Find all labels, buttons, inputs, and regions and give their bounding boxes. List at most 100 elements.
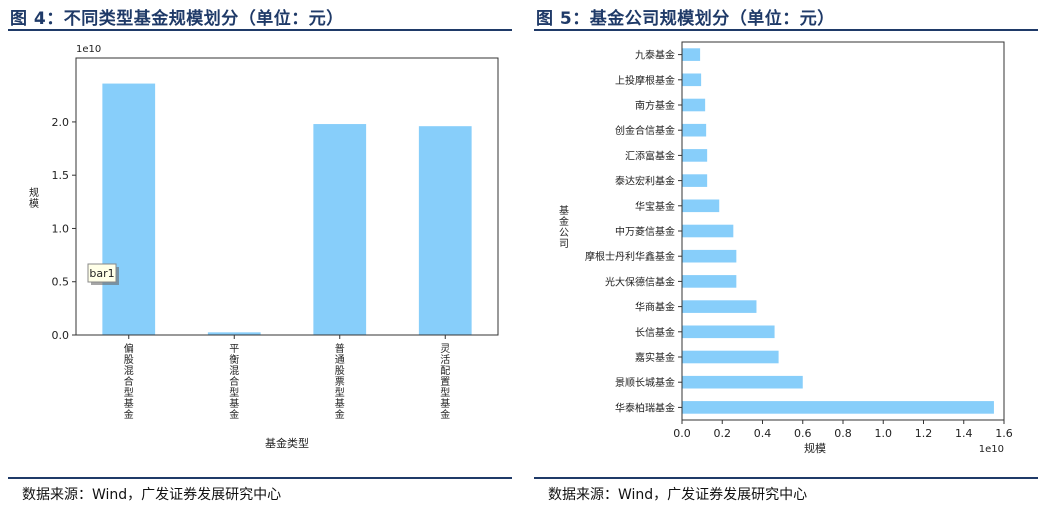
bar (682, 224, 734, 238)
figure-5-bottom-rule (534, 477, 1038, 479)
y-tick-label: 长信基金 (635, 326, 675, 339)
y-tick-label: 1.0 (52, 222, 70, 235)
bar (418, 126, 472, 335)
svg-text:票: 票 (335, 376, 345, 388)
figure-4-panel: 图 4：不同类型基金规模划分（单位：元） 1e10 偏股混合型基金平衡混合型基金普… (8, 0, 512, 508)
svg-text:公: 公 (559, 228, 569, 239)
svg-text:型: 型 (229, 386, 239, 399)
bar (682, 249, 737, 263)
svg-text:基: 基 (229, 397, 239, 410)
svg-text:偏: 偏 (124, 342, 134, 355)
tooltip-box (87, 263, 117, 283)
svg-text:模: 模 (29, 198, 39, 210)
y-tick-label: 1.5 (52, 169, 70, 182)
y-tick-label: 摩根士丹利华鑫基金 (585, 250, 675, 263)
svg-text:金: 金 (440, 408, 450, 421)
svg-text:普: 普 (335, 342, 345, 355)
x-tick-label: 0.6 (794, 427, 812, 440)
bar (682, 98, 706, 112)
svg-text:型: 型 (335, 386, 345, 399)
figure-4-top-rule (8, 29, 512, 31)
svg-text:规: 规 (29, 186, 39, 199)
y-tick-label: 华商基金 (635, 301, 675, 314)
figure-5-title: 图 5：基金公司规模划分（单位：元） (536, 9, 835, 29)
svg-text:置: 置 (440, 376, 450, 388)
svg-text:基: 基 (440, 397, 450, 410)
bar (682, 275, 737, 288)
bar (682, 48, 701, 61)
svg-text:灵: 灵 (440, 343, 450, 355)
figure-4-title: 图 4：不同类型基金规模划分（单位：元） (10, 9, 344, 29)
y-axis-label: 基金公司 (559, 204, 569, 250)
y-tick-label: 华泰柏瑞基金 (615, 401, 675, 414)
figure-5-top-rule (534, 29, 1038, 31)
y-tick-label: 汇添富基金 (625, 149, 675, 162)
y-tick-label: 上投摩根基金 (615, 74, 675, 87)
x-tick-label: 1.4 (955, 427, 973, 440)
svg-text:金: 金 (229, 408, 239, 421)
y-tick-label: 光大保德信基金 (605, 275, 675, 288)
svg-text:基: 基 (124, 397, 134, 410)
bar (682, 350, 779, 364)
bar (682, 199, 720, 213)
plot-frame (75, 57, 499, 336)
bar (682, 149, 708, 162)
svg-text:衡: 衡 (229, 354, 239, 366)
y-tick-label: 九泰基金 (635, 49, 675, 62)
bar (682, 73, 702, 87)
x-tick-label: 1.0 (875, 427, 893, 440)
svg-text:金: 金 (124, 408, 134, 421)
y-tick-label: 2.0 (52, 116, 70, 129)
y-offset-label: 1e10 (76, 44, 101, 55)
bar (682, 123, 707, 137)
y-tick-label: 创金合信基金 (615, 124, 675, 137)
fund-type-bar-chart: 1e10偏股混合型基金平衡混合型基金普通股票型基金灵活配置型基金0.00.51.… (29, 44, 499, 450)
bar (207, 332, 261, 335)
svg-text:合: 合 (124, 375, 134, 388)
x-tick-label: 0.2 (714, 427, 732, 440)
x-tick-label: 0.0 (673, 427, 691, 440)
x-tick-label: 0.4 (754, 427, 772, 440)
svg-text:基: 基 (559, 204, 569, 217)
svg-text:混: 混 (124, 365, 134, 377)
bar-tooltip: bar1 (87, 263, 119, 285)
tooltip-label: bar1 (89, 267, 114, 280)
bar (682, 300, 757, 313)
x-offset-label: 1e10 (979, 444, 1004, 455)
bar (682, 325, 775, 339)
svg-text:通: 通 (335, 354, 345, 366)
svg-text:金: 金 (335, 408, 345, 421)
bar (682, 375, 803, 389)
y-tick-label: 华宝基金 (635, 200, 675, 213)
x-axis-label: 规模 (804, 441, 826, 455)
figure-4-bottom-rule (8, 477, 512, 479)
svg-text:型: 型 (124, 386, 134, 399)
y-tick-label: 0.0 (52, 329, 70, 342)
y-axis-label: 规模 (29, 186, 39, 210)
svg-text:金: 金 (559, 215, 569, 228)
svg-text:合: 合 (229, 375, 239, 388)
y-tick-label: 南方基金 (635, 99, 675, 112)
y-tick-label: 景顺长城基金 (615, 376, 675, 389)
figure-5-source: 数据来源：Wind，广发证券发展研究中心 (548, 487, 808, 503)
bar (682, 174, 708, 187)
x-tick-label: 0.8 (834, 427, 852, 440)
bar (682, 401, 994, 414)
svg-text:股: 股 (335, 365, 345, 377)
y-tick-label: 0.5 (52, 276, 70, 289)
x-tick-label: 1.6 (995, 427, 1013, 440)
bar (102, 83, 156, 335)
svg-text:型: 型 (440, 386, 450, 399)
x-tick-label: 1.2 (915, 427, 933, 440)
svg-text:股: 股 (124, 354, 134, 366)
figure-4-source: 数据来源：Wind，广发证券发展研究中心 (22, 487, 282, 503)
svg-text:平: 平 (229, 344, 239, 355)
x-axis-label: 基金类型 (265, 436, 309, 450)
y-tick-label: 嘉实基金 (635, 351, 675, 364)
figure-5-panel: 图 5：基金公司规模划分（单位：元） 华泰柏瑞基金 景顺长城基金 嘉实基金 长信基金华… (534, 0, 1038, 508)
